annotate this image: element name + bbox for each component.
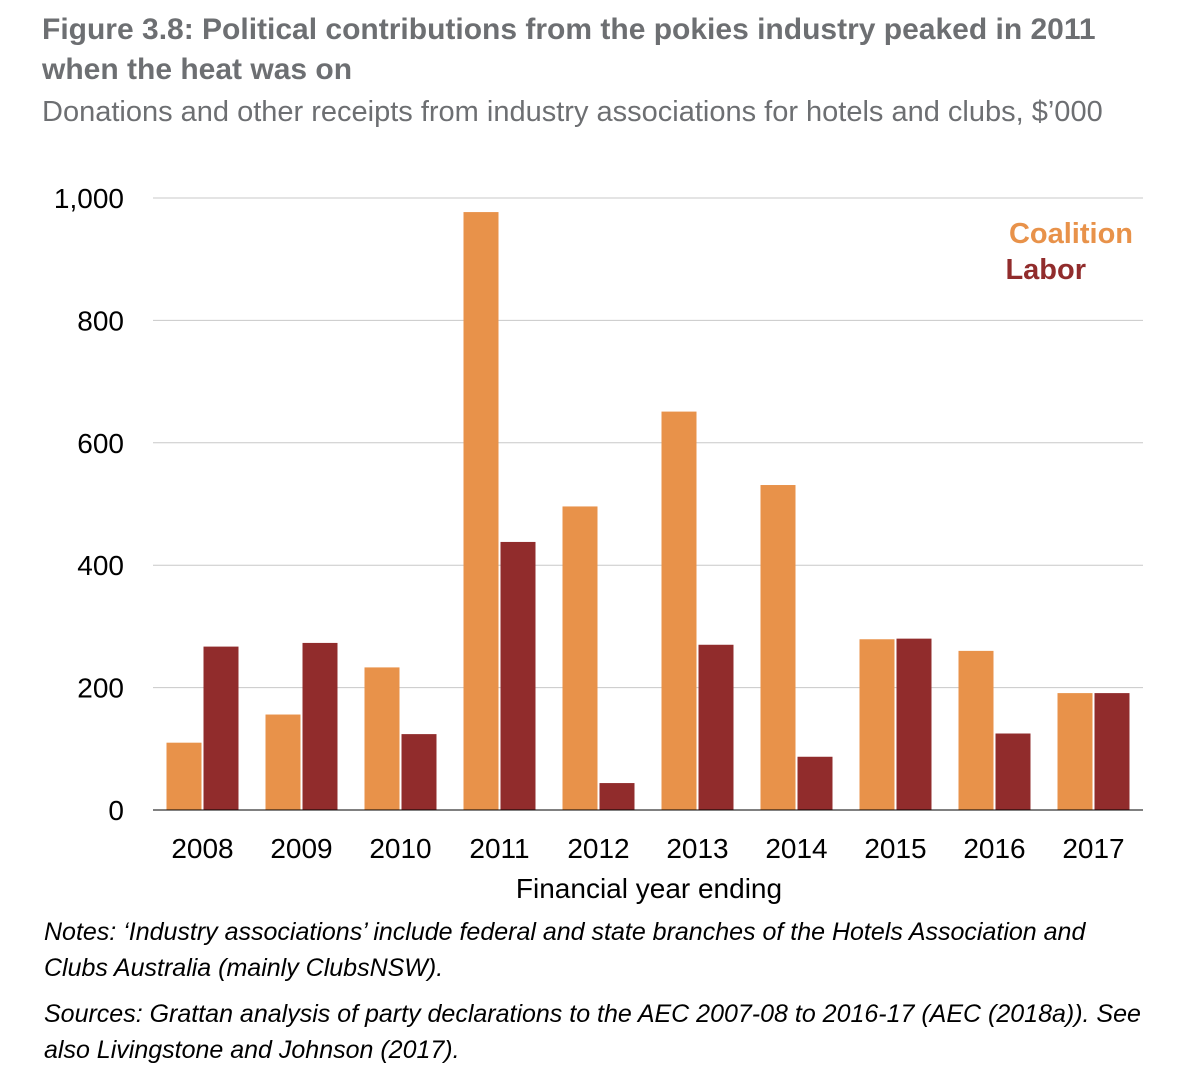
- bar-coalition-2012: [562, 506, 598, 810]
- x-tick-label: 2016: [963, 833, 1025, 864]
- bar-coalition-2017: [1057, 693, 1093, 810]
- legend: Coalition Labor: [1005, 218, 1133, 286]
- x-tick-label: 2015: [864, 833, 926, 864]
- bar-labor-2013: [698, 644, 734, 810]
- figure-title: Figure 3.8: Political contributions from…: [42, 13, 1096, 86]
- x-tick-label: 2009: [270, 833, 332, 864]
- figure-sources: Sources: Grattan analysis of party decla…: [44, 1000, 1141, 1064]
- bar-coalition-2011: [463, 212, 499, 811]
- bar-labor-2009: [302, 642, 338, 810]
- bar-labor-2017: [1094, 693, 1130, 810]
- y-tick-label: 400: [77, 550, 124, 581]
- y-tick-label: 1,000: [54, 183, 124, 214]
- bar-labor-2015: [896, 638, 932, 810]
- bar-labor-2010: [401, 734, 437, 810]
- bar-coalition-2009: [265, 714, 301, 810]
- legend-label-labor: Labor: [1005, 254, 1086, 286]
- gridlines: [153, 197, 1143, 689]
- x-axis-ticks: 2008 2009 2010 2011 2012 2013 2014 2015 2016 2017: [171, 833, 1124, 864]
- y-axis-ticks: 0 200 400 600 800 1,000: [54, 183, 124, 826]
- figure-subtitle: Donations and other receipts from indust…: [42, 96, 1103, 128]
- bar-labor-2012: [599, 783, 635, 810]
- x-tick-label: 2014: [765, 833, 827, 864]
- bar-coalition-2008: [166, 742, 202, 810]
- y-tick-label: 0: [108, 795, 124, 826]
- bar-labor-2014: [797, 756, 833, 810]
- bar-coalition-2014: [760, 485, 796, 810]
- y-tick-label: 600: [77, 428, 124, 459]
- legend-label-coalition: Coalition: [1009, 218, 1133, 250]
- x-tick-label: 2008: [171, 833, 233, 864]
- bar-labor-2008: [203, 646, 239, 810]
- x-tick-label: 2017: [1062, 833, 1124, 864]
- bar-labor-2011: [500, 541, 536, 810]
- y-tick-label: 800: [77, 305, 124, 336]
- bars: [166, 212, 1130, 811]
- x-tick-label: 2012: [567, 833, 629, 864]
- x-tick-label: 2010: [369, 833, 431, 864]
- figure-notes: Notes: ‘Industry associations’ include f…: [44, 918, 1086, 982]
- bar-labor-2016: [995, 733, 1031, 810]
- x-tick-label: 2011: [469, 833, 529, 864]
- bar-coalition-2016: [958, 650, 994, 810]
- bar-coalition-2015: [859, 639, 895, 810]
- y-tick-label: 200: [77, 673, 124, 704]
- x-axis-title: Financial year ending: [516, 873, 782, 904]
- bar-coalition-2010: [364, 667, 400, 810]
- bar-coalition-2013: [661, 411, 697, 810]
- x-tick-label: 2013: [666, 833, 728, 864]
